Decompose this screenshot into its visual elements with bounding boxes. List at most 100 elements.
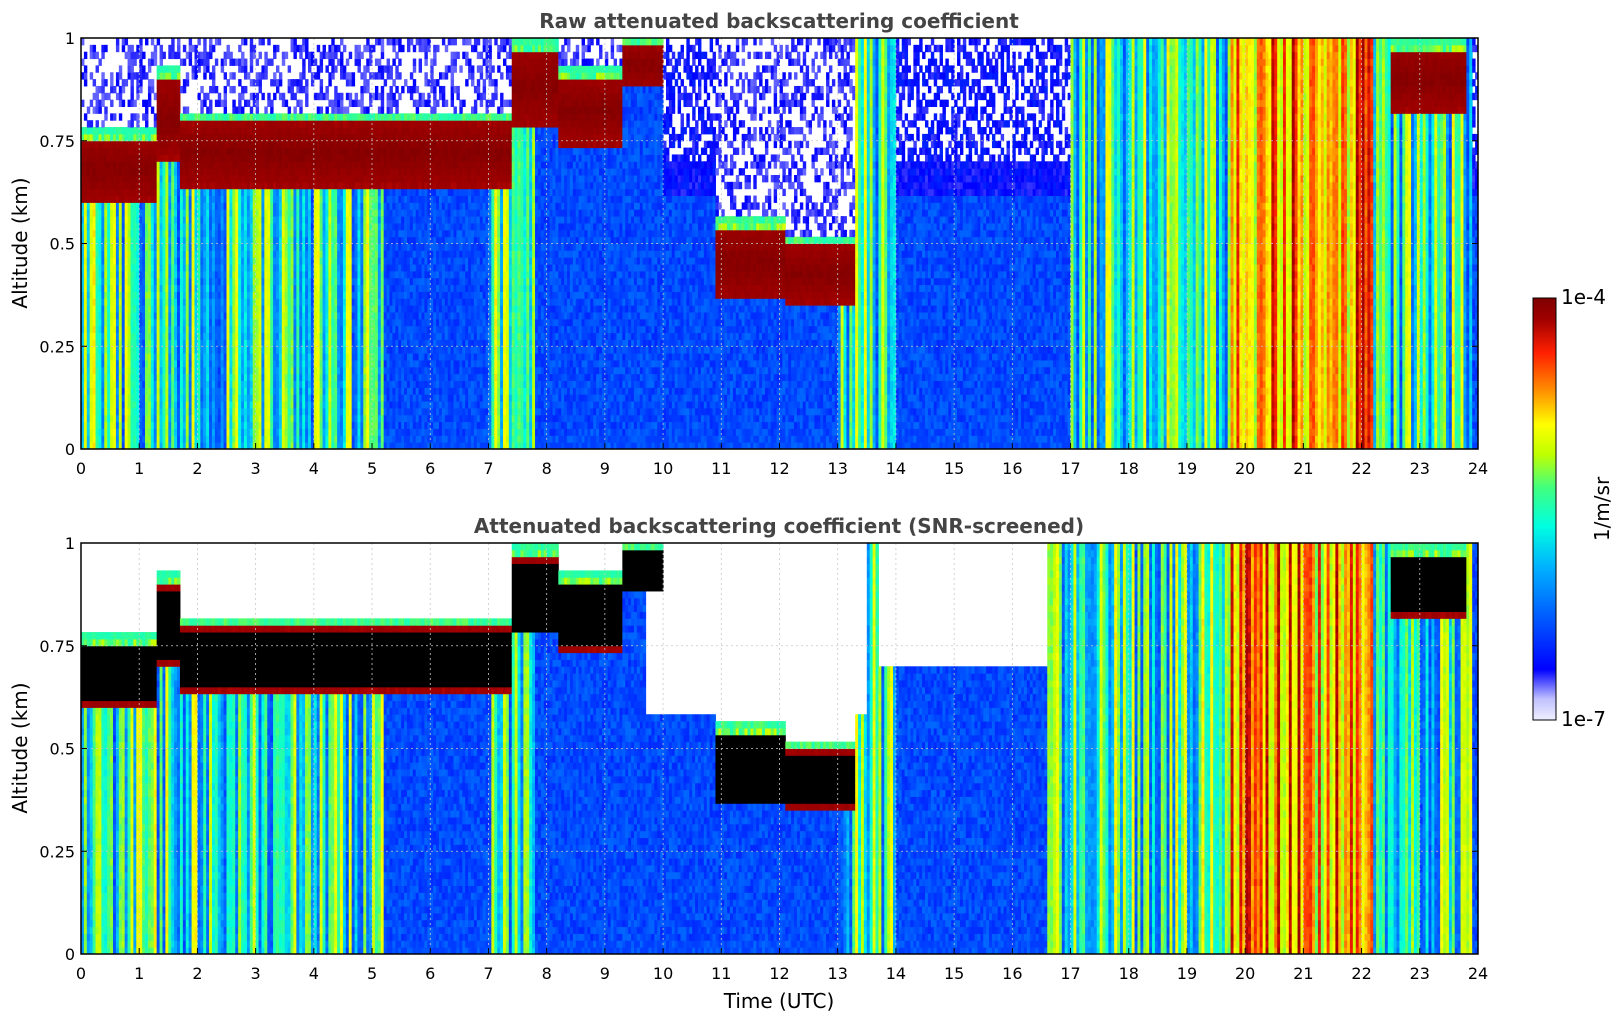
heatmap-cell (154, 428, 157, 435)
heatmap-cell (87, 161, 90, 168)
heatmap-cell (90, 45, 93, 52)
heatmap-cell (84, 113, 87, 120)
heatmap-cell (116, 134, 119, 141)
heatmap-cell (130, 120, 133, 127)
heatmap-cell (110, 291, 113, 298)
heatmap-cell (110, 161, 113, 168)
heatmap-cell (96, 100, 99, 107)
heatmap-cell (148, 154, 151, 161)
heatmap-cell (104, 250, 107, 257)
heatmap-cell (107, 216, 110, 223)
heatmap-cell (90, 319, 93, 326)
heatmap-cell (148, 134, 151, 141)
heatmap-cell (110, 202, 113, 209)
heatmap-cell (157, 381, 160, 388)
heatmap-cell (96, 401, 99, 408)
heatmap-cell (145, 346, 148, 353)
heatmap-cell (142, 387, 145, 394)
heatmap-cell (84, 168, 87, 175)
heatmap-cell (133, 154, 136, 161)
heatmap-cell (113, 408, 116, 415)
heatmap-cell (98, 319, 101, 326)
heatmap-cell (84, 182, 87, 189)
heatmap-cell (122, 264, 125, 271)
heatmap-cell (125, 196, 128, 203)
heatmap-cell (84, 422, 87, 429)
heatmap-cell (148, 374, 151, 381)
heatmap-cell (93, 141, 96, 148)
heatmap-cell (84, 257, 87, 264)
heatmap-cell (84, 346, 87, 353)
heatmap-cell (93, 148, 96, 155)
heatmap-cell (87, 428, 90, 435)
heatmap-cell (128, 298, 131, 305)
heatmap-cell (90, 428, 93, 442)
heatmap-cell (145, 333, 148, 340)
heatmap-cell (157, 79, 160, 86)
heatmap-cell (139, 175, 142, 182)
heatmap-cell (139, 209, 142, 216)
heatmap-cell (125, 367, 128, 374)
heatmap-cell (93, 264, 96, 271)
heatmap-cell (119, 401, 122, 408)
heatmap-cell (154, 360, 157, 367)
heatmap-cell (145, 285, 148, 292)
heatmap-cell (110, 381, 113, 388)
heatmap-cell (154, 209, 157, 223)
heatmap-cell (90, 305, 93, 312)
heatmap-cell (119, 367, 122, 374)
heatmap-cell (107, 374, 110, 381)
heatmap-cell (110, 401, 113, 408)
heatmap-cell (130, 79, 133, 86)
heatmap-cell (139, 305, 142, 312)
heatmap-cell (84, 387, 87, 394)
heatmap-cell (116, 45, 119, 52)
heatmap-cell (98, 353, 101, 360)
heatmap-cell (93, 312, 96, 319)
heatmap-cell (98, 196, 101, 203)
heatmap-cell (142, 72, 145, 79)
heatmap-cell (145, 401, 148, 408)
heatmap-cell (151, 257, 154, 264)
heatmap-cell (133, 257, 136, 264)
heatmap-cell (145, 298, 148, 305)
heatmap-cell (93, 408, 96, 415)
heatmap-cell (93, 202, 96, 209)
heatmap-cell (104, 305, 107, 312)
heatmap-cell (116, 312, 119, 319)
heatmap-cell (104, 381, 107, 388)
heatmap-cell (130, 291, 133, 298)
heatmap-cell (104, 387, 107, 394)
heatmap-cell (116, 305, 119, 312)
heatmap-cell (151, 86, 154, 93)
heatmap-cell (157, 374, 160, 381)
heatmap-cell (84, 339, 87, 346)
heatmap-cell (151, 339, 154, 346)
heatmap-cell (142, 353, 145, 360)
heatmap-cell (101, 223, 104, 230)
heatmap-cell (139, 168, 142, 175)
heatmap-cell (84, 298, 87, 305)
heatmap-cell (87, 216, 90, 223)
heatmap-cell (130, 374, 133, 381)
heatmap-cell (142, 209, 145, 216)
heatmap-cell (90, 237, 93, 244)
heatmap-cell (119, 298, 122, 305)
heatmap-cell (133, 435, 136, 442)
heatmap-cell (104, 278, 107, 285)
heatmap-cell (139, 223, 142, 230)
heatmap-cell (116, 333, 119, 340)
heatmap-cell (90, 367, 93, 374)
heatmap-cell (90, 360, 93, 367)
heatmap-cell (119, 202, 122, 209)
heatmap-cell (90, 148, 93, 155)
heatmap-cell (128, 381, 131, 388)
heatmap-cell (90, 120, 93, 127)
heatmap-cell (151, 127, 154, 134)
heatmap-cell (96, 360, 99, 367)
heatmap-cell (133, 196, 136, 203)
heatmap-cell (87, 285, 90, 292)
heatmap-cell (133, 100, 136, 107)
heatmap-cell (139, 161, 142, 168)
heatmap-cell (107, 161, 110, 168)
